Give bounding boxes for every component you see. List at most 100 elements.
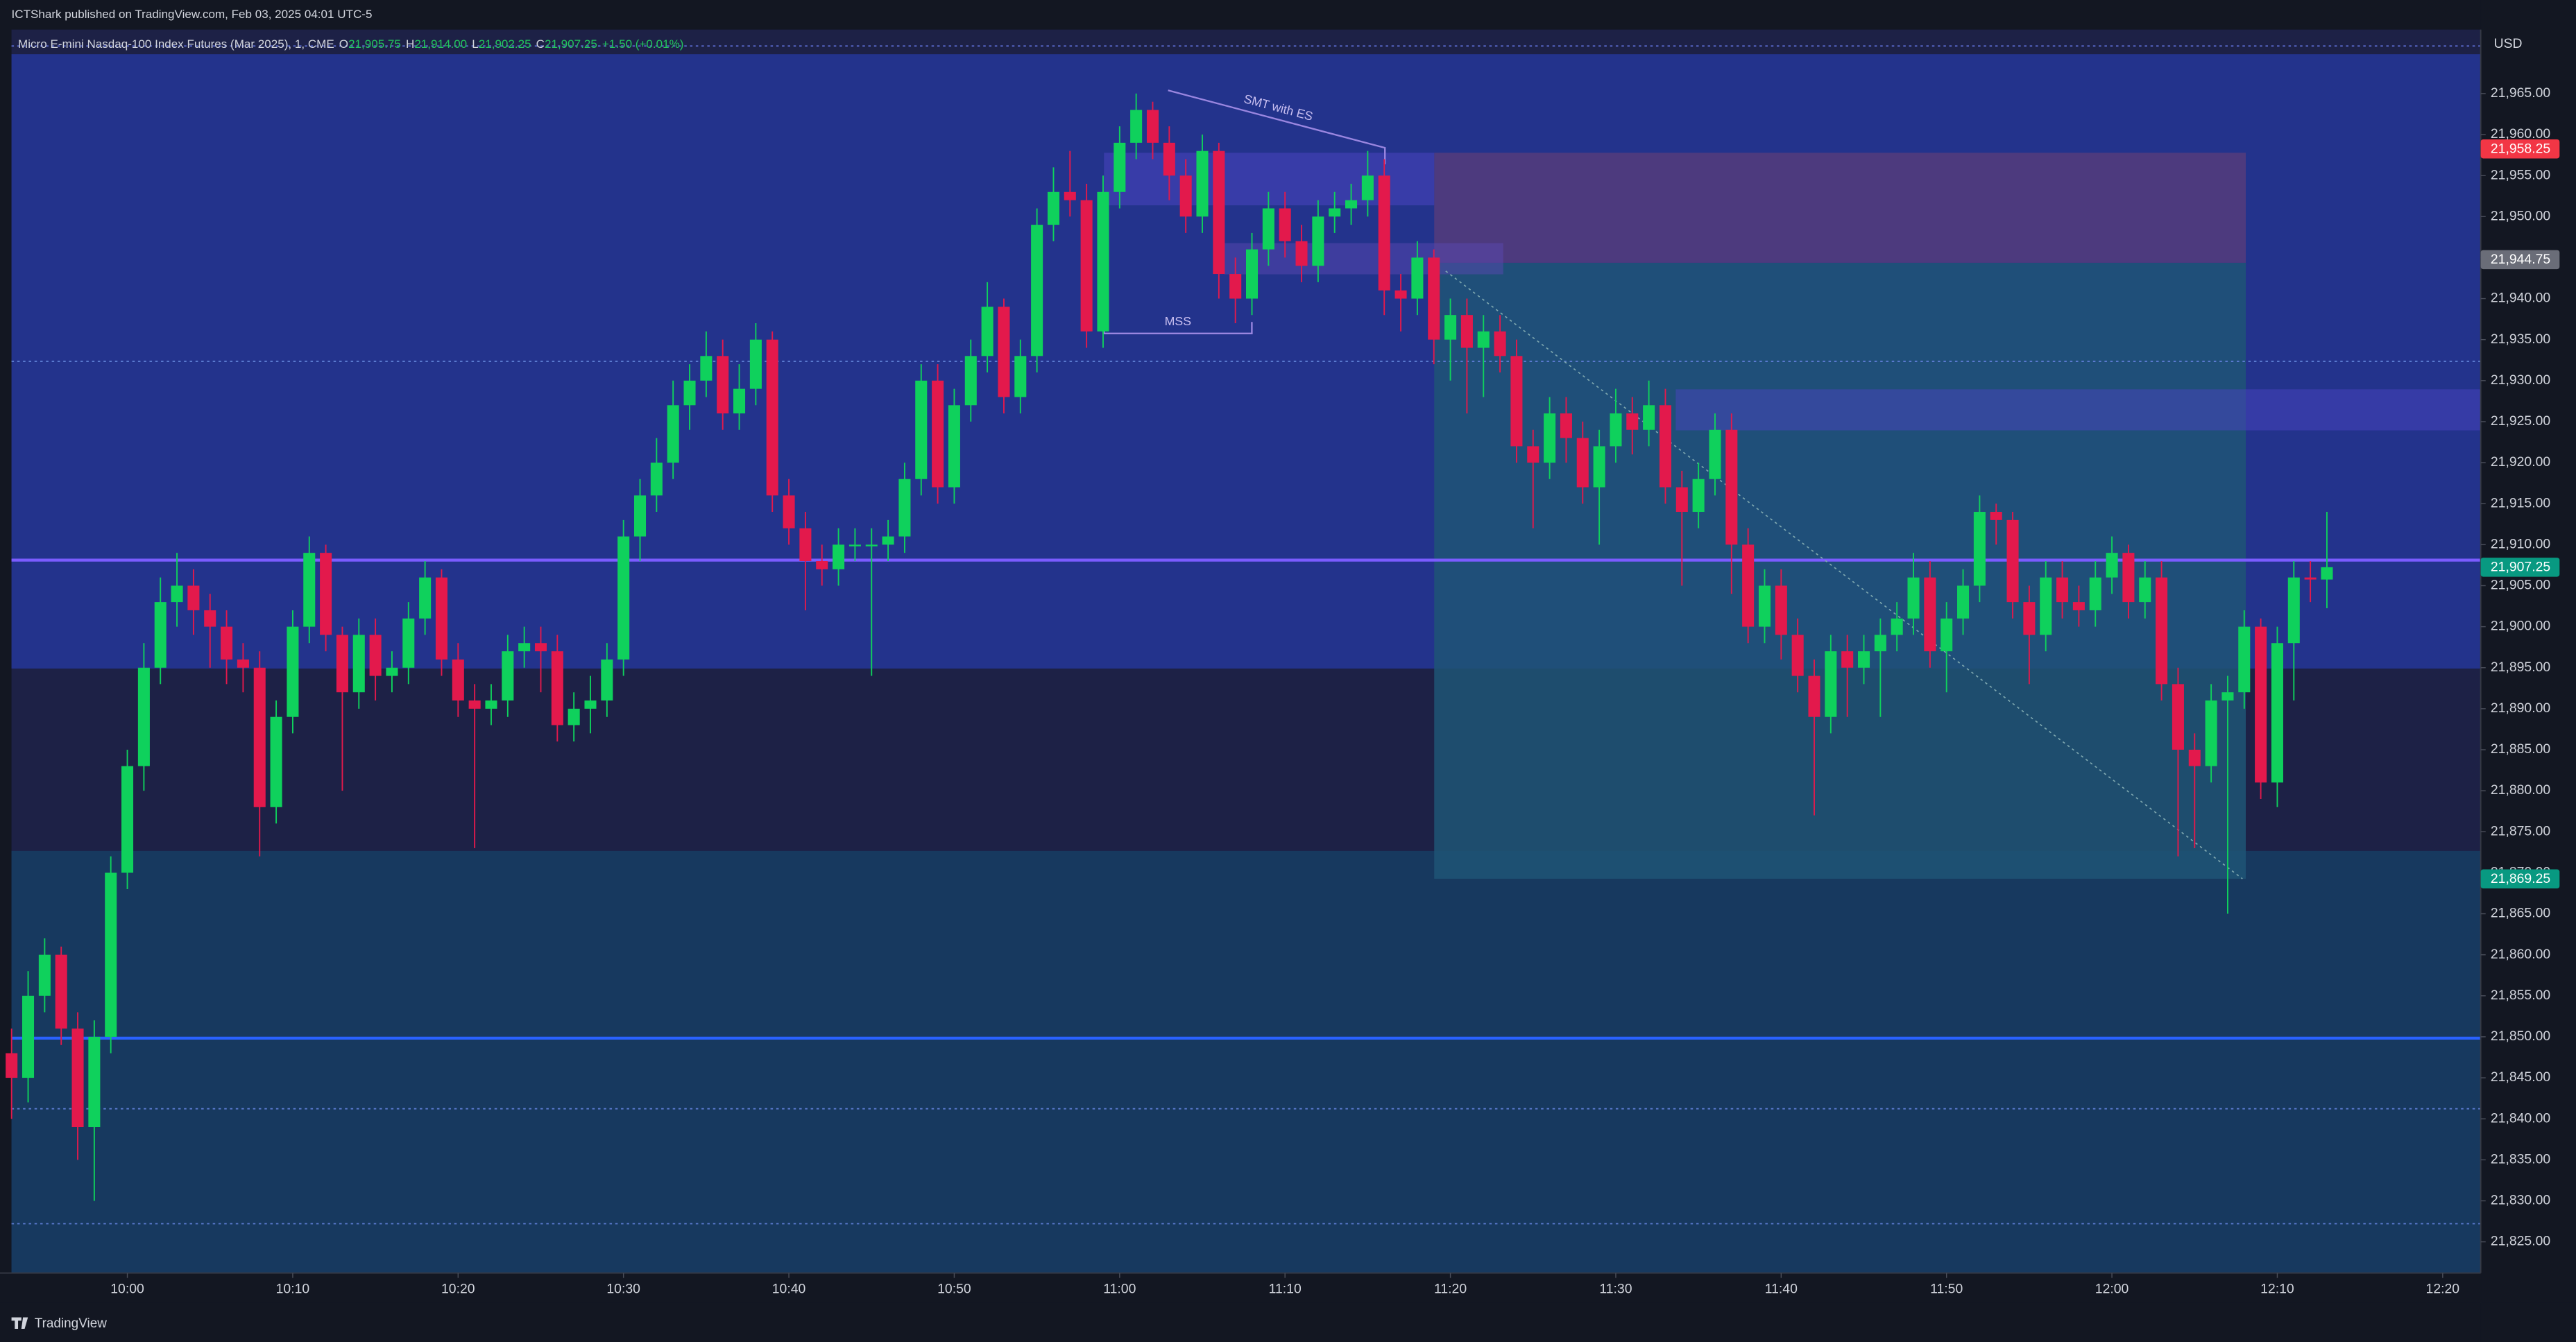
x-tick-label: 11:30 xyxy=(1599,1281,1632,1296)
candle-body xyxy=(1295,241,1308,266)
candle-body xyxy=(6,1053,18,1078)
candle-body xyxy=(2271,643,2283,783)
price-axis xyxy=(2480,0,2576,1342)
x-tick-label: 10:40 xyxy=(772,1281,806,1296)
candle-body xyxy=(518,643,531,652)
x-tick-label: 11:10 xyxy=(1269,1281,1302,1296)
candle-body xyxy=(105,872,117,1037)
candle-body xyxy=(320,553,332,635)
candle-body xyxy=(2238,626,2251,693)
y-tick-label: 21,905.00 xyxy=(2491,578,2551,593)
candle-body xyxy=(2205,700,2217,766)
candle-body xyxy=(468,700,481,709)
y-tick-label: 21,920.00 xyxy=(2491,454,2551,470)
candle-body xyxy=(2006,519,2019,603)
y-tick-label: 21,840.00 xyxy=(2491,1110,2551,1126)
candle-body xyxy=(601,659,613,701)
candle-body xyxy=(2156,577,2168,685)
y-tick-label: 21,880.00 xyxy=(2491,782,2551,798)
x-tick-label: 11:20 xyxy=(1434,1281,1467,1296)
candle-body xyxy=(386,667,398,676)
candle-body xyxy=(717,356,729,414)
candle-body xyxy=(1841,651,1854,668)
candle-body xyxy=(1064,191,1076,200)
y-tick-label: 21,960.00 xyxy=(2491,126,2551,141)
price-tag xyxy=(2480,139,2560,159)
candle-body xyxy=(799,528,812,561)
candle-body xyxy=(303,553,316,627)
candle-body xyxy=(1857,651,1870,668)
y-tick-label: 21,930.00 xyxy=(2491,372,2551,388)
candle-body xyxy=(1477,331,1490,348)
candle-body xyxy=(2139,577,2151,603)
ohlc-value: 21,914.00 xyxy=(414,37,467,50)
candle-body xyxy=(1775,585,1787,635)
candle-body xyxy=(369,635,382,676)
candle-body xyxy=(1361,175,1374,200)
candle-body xyxy=(2287,577,2300,644)
candle-body xyxy=(964,356,977,406)
candle-body xyxy=(55,954,67,1029)
time-axis xyxy=(0,1273,2576,1303)
candle-body xyxy=(1874,635,1886,652)
candle-body xyxy=(1576,438,1589,488)
price-tag-label: 21,944.75 xyxy=(2491,252,2550,267)
candle-body xyxy=(2089,577,2101,610)
ohlc-value: 21,902.25 xyxy=(479,37,531,50)
candle-body xyxy=(1808,676,1820,717)
ohlc-key: H xyxy=(406,37,414,50)
candle-body xyxy=(1163,142,1175,176)
y-tick-label: 21,825.00 xyxy=(2491,1234,2551,1249)
candle-body xyxy=(1891,618,1903,635)
candle-body xyxy=(121,766,134,873)
y-tick-label: 21,835.00 xyxy=(2491,1151,2551,1167)
candle-body xyxy=(833,544,845,569)
candle-body xyxy=(1560,413,1572,438)
candle-body xyxy=(1544,413,1556,463)
candle-body xyxy=(1279,208,1291,241)
candle-body xyxy=(1312,216,1324,266)
x-tick-label: 12:20 xyxy=(2426,1281,2460,1296)
candle-body xyxy=(187,585,200,610)
candle-body xyxy=(1428,257,1440,340)
candle-body xyxy=(1080,200,1093,332)
candle-body xyxy=(2255,626,2267,783)
trade-line xyxy=(1445,270,2243,879)
candle-body xyxy=(204,610,216,627)
candles xyxy=(6,93,2333,1201)
candle-body xyxy=(1758,585,1771,627)
candle-body xyxy=(617,536,630,660)
x-tick-label: 10:20 xyxy=(441,1281,475,1296)
candle-body xyxy=(287,626,299,717)
candle-body xyxy=(2188,749,2201,766)
candle-body xyxy=(534,643,547,652)
candle-body xyxy=(749,339,762,389)
ohlc-value: 21,907.25 xyxy=(545,37,597,50)
candle-body xyxy=(2172,684,2184,750)
candle-body xyxy=(1957,585,1970,619)
candle-body xyxy=(1675,487,1688,513)
candle-body xyxy=(650,463,663,496)
candle-body xyxy=(633,495,647,537)
candle-body xyxy=(667,405,679,463)
y-tick-label: 21,865.00 xyxy=(2491,906,2551,921)
candle-body xyxy=(435,577,447,660)
y-tick-label: 21,955.00 xyxy=(2491,167,2551,182)
candle-body xyxy=(1394,290,1407,299)
candle-body xyxy=(171,585,183,603)
candle-body xyxy=(1345,200,1358,209)
candle-body xyxy=(1460,315,1473,348)
candle-body xyxy=(88,1036,101,1128)
candle-body xyxy=(1329,208,1341,217)
candle-body xyxy=(1643,405,1655,430)
candle-body xyxy=(1245,249,1259,299)
ohlc-value: 21,905.75 xyxy=(348,37,401,50)
y-tick-label: 21,895.00 xyxy=(2491,660,2551,675)
y-tick-label: 21,830.00 xyxy=(2491,1193,2551,1208)
candle-body xyxy=(502,651,514,701)
x-tick-label: 11:50 xyxy=(1930,1281,1963,1296)
candle-body xyxy=(1626,413,1639,430)
candle-body xyxy=(1610,413,1622,447)
candle-body xyxy=(915,380,928,479)
